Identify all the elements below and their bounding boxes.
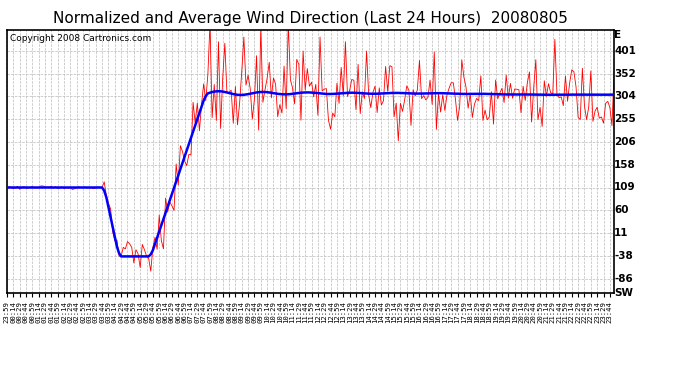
Text: 352: 352 [614, 69, 636, 79]
Text: SW: SW [614, 288, 633, 297]
Text: 304: 304 [614, 91, 636, 101]
Text: 60: 60 [614, 206, 629, 216]
Text: 206: 206 [614, 137, 636, 147]
Text: 11: 11 [614, 228, 629, 238]
Text: 109: 109 [614, 183, 635, 192]
Text: -86: -86 [614, 274, 633, 284]
Text: 255: 255 [614, 114, 636, 124]
Text: -38: -38 [614, 251, 633, 261]
Text: 401: 401 [614, 46, 636, 56]
Text: Copyright 2008 Cartronics.com: Copyright 2008 Cartronics.com [10, 34, 151, 43]
Text: E: E [614, 30, 621, 40]
Text: Normalized and Average Wind Direction (Last 24 Hours)  20080805: Normalized and Average Wind Direction (L… [53, 11, 568, 26]
Text: 158: 158 [614, 159, 636, 170]
